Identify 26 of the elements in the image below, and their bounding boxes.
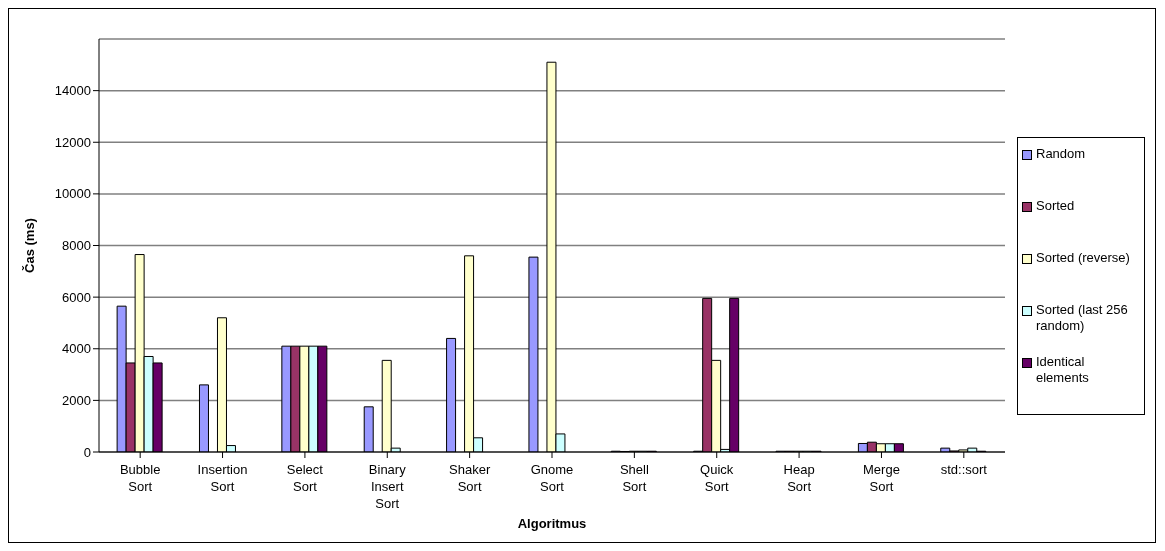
legend-label: Random bbox=[1036, 145, 1086, 162]
x-tick-label: Bubble Sort bbox=[119, 462, 161, 494]
x-tick-label: Select Sort bbox=[286, 462, 324, 494]
x-axis-title: Algoritmus bbox=[517, 516, 587, 531]
legend-label: Identical elements bbox=[1036, 353, 1090, 386]
y-tick-label: 4000 bbox=[62, 341, 91, 357]
y-tick-label: 6000 bbox=[62, 289, 91, 305]
x-tick-label: Shell Sort bbox=[619, 462, 649, 494]
x-tick-label: Merge Sort bbox=[863, 462, 900, 494]
x-tick-label: std::sort bbox=[940, 462, 988, 477]
legend-label: Sorted (reverse) bbox=[1036, 249, 1130, 266]
legend-label: Sorted (last 256 random) bbox=[1036, 301, 1129, 334]
y-tick-label: 0 bbox=[83, 444, 91, 460]
x-tick-label: Heap Sort bbox=[783, 462, 815, 494]
y-tick-label: 2000 bbox=[62, 392, 91, 408]
x-tick-label: Binary Insert Sort bbox=[368, 462, 407, 511]
x-tick-label: Insertion Sort bbox=[197, 462, 248, 494]
y-tick-label: 8000 bbox=[62, 238, 91, 254]
x-tick-label: Shaker Sort bbox=[449, 462, 491, 494]
legend-label: Sorted bbox=[1036, 197, 1075, 214]
y-tick-label: 14000 bbox=[54, 83, 91, 99]
x-tick-label: Quick Sort bbox=[700, 462, 734, 494]
y-tick-label: 10000 bbox=[54, 186, 91, 202]
y-tick-label: 12000 bbox=[54, 134, 91, 150]
x-tick-label: Gnome Sort bbox=[530, 462, 574, 494]
y-axis-title: Čas (ms) bbox=[21, 218, 37, 273]
